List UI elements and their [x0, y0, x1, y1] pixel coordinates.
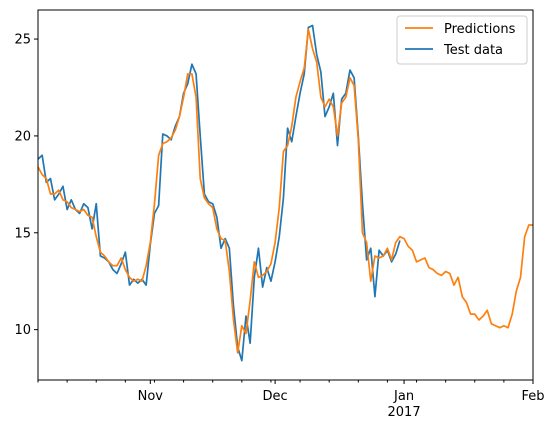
x-tick-label: Dec	[263, 389, 288, 404]
y-axis: 10 15 20 25	[14, 33, 38, 338]
y-tick-label: 25	[14, 33, 31, 48]
y-tick-label: 15	[14, 226, 31, 241]
y-tick-label: 10	[14, 323, 31, 338]
series-lines	[37, 24, 533, 362]
x-tick-label: Jan	[393, 389, 414, 404]
series-line-predictions	[37, 28, 533, 354]
legend: Predictions Test data	[396, 15, 528, 65]
legend-label-predictions: Predictions	[444, 22, 516, 37]
x-tick-label: Nov	[138, 389, 164, 404]
legend-label-test-data: Test data	[443, 43, 503, 58]
y-tick-label: 20	[14, 129, 31, 144]
x-tick-label: Feb	[521, 389, 544, 404]
plot-background	[38, 10, 533, 380]
x-tick-year-label: 2017	[388, 405, 421, 420]
plot-frame	[37, 9, 534, 381]
